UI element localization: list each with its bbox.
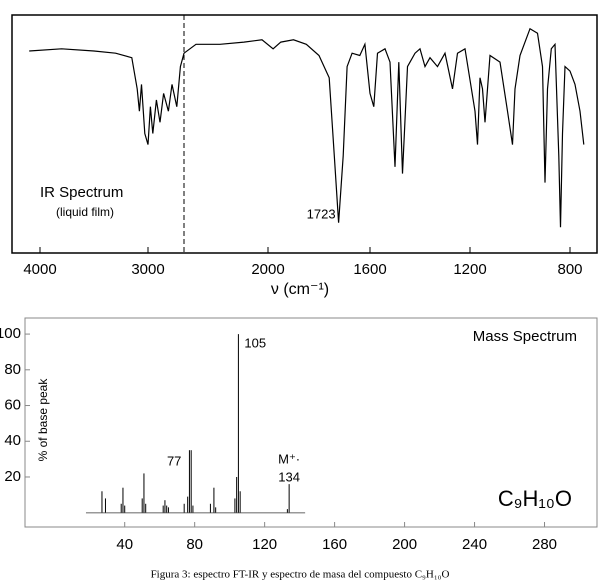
ms-formula: C₉H₁₀O xyxy=(498,486,572,511)
ir-frame xyxy=(11,14,598,254)
y-tick-label: 80 xyxy=(4,361,21,378)
x-tick-label: 1200 xyxy=(453,261,486,278)
y-tick-label: 100 xyxy=(0,325,21,342)
ms-frame xyxy=(24,317,598,528)
ms-title: Mass Spectrum xyxy=(473,328,577,345)
ir-title: IR Spectrum xyxy=(40,184,123,201)
ir-trace xyxy=(29,27,585,228)
ms-y-label: % of base peak xyxy=(36,378,50,462)
y-tick-label: 20 xyxy=(4,468,21,485)
x-tick-label: 4000 xyxy=(23,261,56,278)
ir-subtitle: (liquid film) xyxy=(56,205,114,219)
x-tick-label: 240 xyxy=(462,536,487,553)
x-tick-label: 280 xyxy=(532,536,557,553)
x-tick-label: 120 xyxy=(252,536,277,553)
x-tick-label: 160 xyxy=(322,536,347,553)
annotation: 77 xyxy=(167,454,181,469)
x-tick-label: 80 xyxy=(186,536,203,553)
caption: Figura 3: espectro FT-IR y espectro de m… xyxy=(151,569,450,581)
annotation: M⁺· xyxy=(278,452,300,467)
x-tick-label: 40 xyxy=(116,536,133,553)
x-tick-label: 2000 xyxy=(251,261,284,278)
x-tick-label: 200 xyxy=(392,536,417,553)
x-tick-label: 800 xyxy=(557,261,582,278)
x-tick-label: 3000 xyxy=(131,261,164,278)
annotation: 105 xyxy=(244,336,266,351)
annotation: 134 xyxy=(278,470,300,485)
x-tick-label: 1600 xyxy=(353,261,386,278)
y-tick-label: 60 xyxy=(4,396,21,413)
ir-x-label: ν (cm⁻¹) xyxy=(271,281,329,298)
y-tick-label: 40 xyxy=(4,432,21,449)
annotation: 1723 xyxy=(307,206,336,221)
